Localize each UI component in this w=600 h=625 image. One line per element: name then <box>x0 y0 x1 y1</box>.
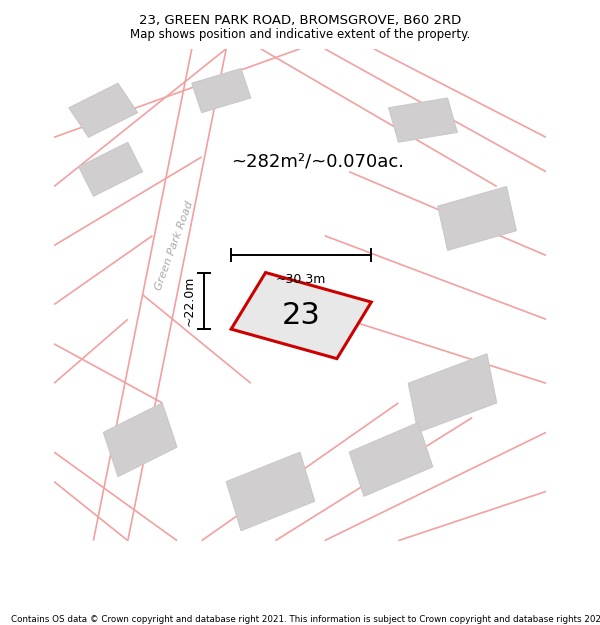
Polygon shape <box>192 68 251 112</box>
Polygon shape <box>349 422 433 496</box>
Text: Green Park Road: Green Park Road <box>154 199 196 291</box>
Polygon shape <box>389 98 457 142</box>
Polygon shape <box>231 272 371 359</box>
Text: ~22.0m: ~22.0m <box>182 276 195 326</box>
Text: ~30.3m: ~30.3m <box>276 272 326 286</box>
Polygon shape <box>103 403 177 477</box>
Polygon shape <box>438 186 517 251</box>
Text: Contains OS data © Crown copyright and database right 2021. This information is : Contains OS data © Crown copyright and d… <box>11 615 600 624</box>
Polygon shape <box>69 83 137 138</box>
Polygon shape <box>226 452 315 531</box>
Text: Map shows position and indicative extent of the property.: Map shows position and indicative extent… <box>130 28 470 41</box>
Polygon shape <box>408 354 497 432</box>
Text: 23: 23 <box>282 301 320 330</box>
Polygon shape <box>79 142 143 196</box>
Text: ~282m²/~0.070ac.: ~282m²/~0.070ac. <box>231 153 404 171</box>
Text: 23, GREEN PARK ROAD, BROMSGROVE, B60 2RD: 23, GREEN PARK ROAD, BROMSGROVE, B60 2RD <box>139 14 461 27</box>
